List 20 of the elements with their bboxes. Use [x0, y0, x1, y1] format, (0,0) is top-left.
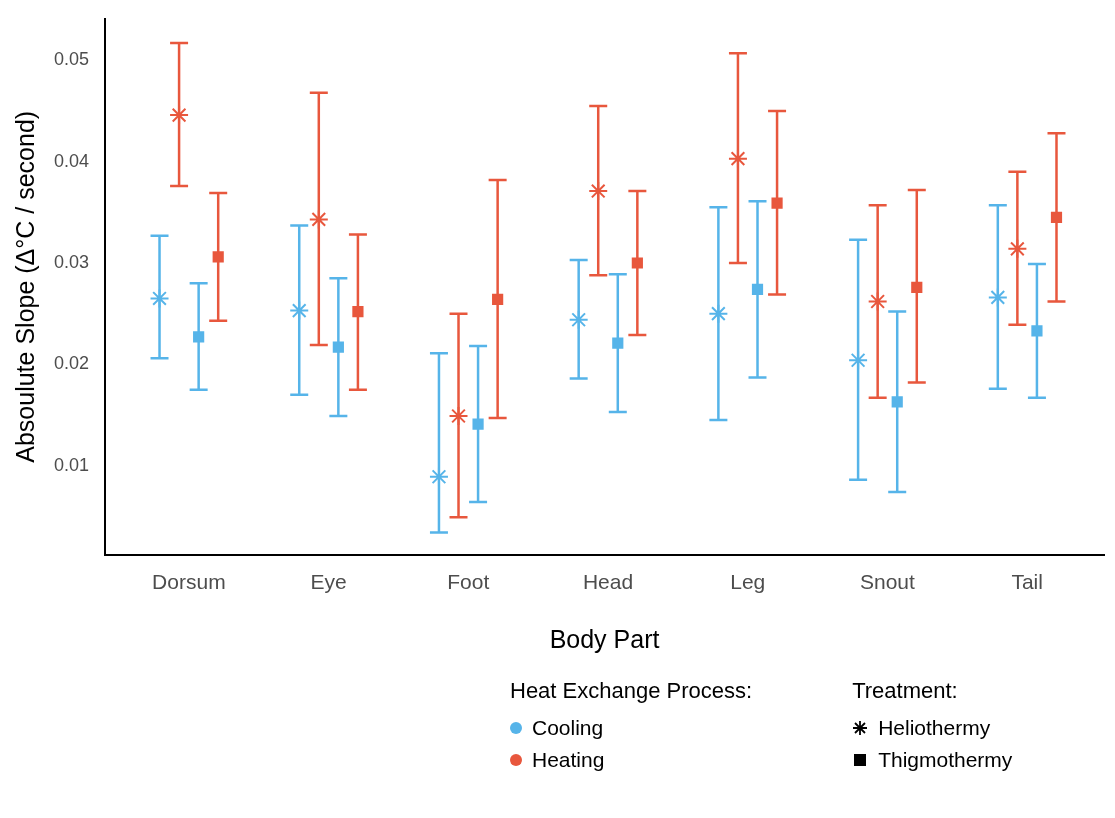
x-tick-label: Head	[582, 570, 634, 594]
y-tick-label: 0.03	[53, 251, 90, 272]
x-tick-label: Foot	[447, 570, 490, 594]
x-tick-label: Eye	[310, 570, 347, 594]
legend-title: Heat Exchange Process:	[510, 678, 753, 704]
y-tick-label: 0.02	[53, 353, 90, 374]
y-tick-label: 0.01	[53, 454, 90, 475]
x-tick-label: Snout	[860, 570, 916, 594]
y-tick-label: 0.04	[53, 150, 90, 171]
y-axis-title: Absoulute Slope (Δ°C / second)	[10, 110, 39, 463]
x-tick-label: Dorsum	[152, 570, 226, 594]
text: Treatment:	[852, 678, 959, 704]
legend-label: Cooling	[532, 716, 604, 740]
x-tick-label: Leg	[730, 570, 766, 594]
text: Thigmothermy	[878, 748, 1013, 772]
x-tick-label: Tail	[1011, 570, 1043, 594]
y-tick-label: 0.05	[53, 49, 90, 70]
x-axis-title: Body Part	[549, 624, 660, 653]
legend-label: Heating	[532, 748, 605, 772]
text: Heliothermy	[878, 716, 991, 740]
